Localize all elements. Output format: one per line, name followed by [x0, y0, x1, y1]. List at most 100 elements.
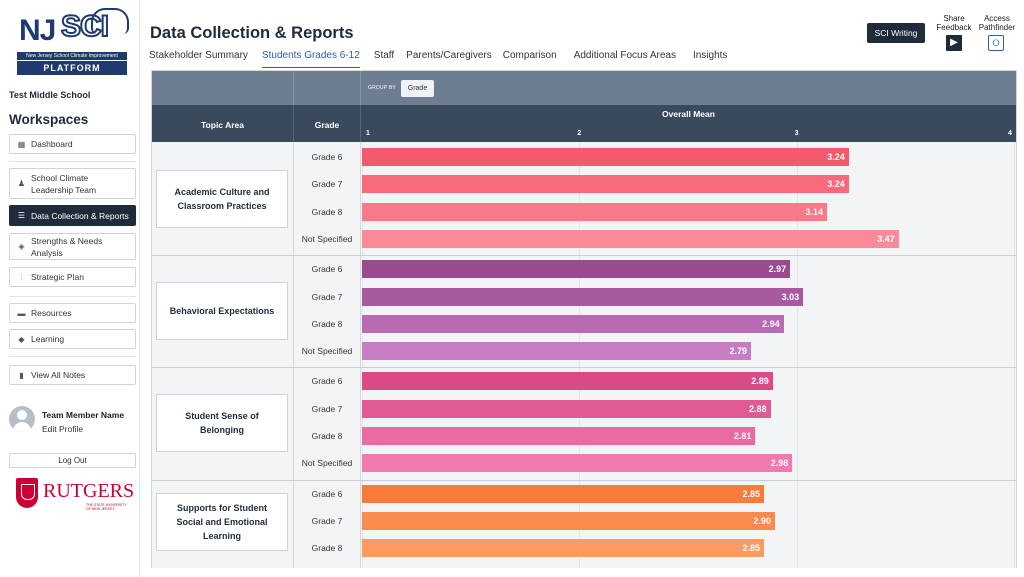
- tab-additional-focus-areas[interactable]: Additional Focus Areas: [573, 50, 676, 61]
- grade-label: Not Specified: [301, 233, 353, 244]
- access-pathfinder-button[interactable]: ⭘: [988, 35, 1004, 51]
- header-divider: [360, 71, 361, 105]
- bar[interactable]: [362, 399, 771, 418]
- access-pathfinder-label: Access Pathfinder: [978, 14, 1016, 32]
- bar-value-label: 2.85: [742, 543, 761, 554]
- topic-area-card[interactable]: Supports for Student Social and Emotiona…: [156, 492, 288, 551]
- page-title: Data Collection & Reports: [150, 24, 354, 42]
- axis-tick-label: 2: [577, 130, 582, 137]
- axis-tick-label: 1: [366, 130, 370, 137]
- tab-staff[interactable]: Staff: [373, 50, 395, 61]
- bar[interactable]: [362, 314, 784, 333]
- reports-icon: ☰: [17, 211, 26, 220]
- avatar[interactable]: [9, 406, 35, 432]
- sidebar-item-learning[interactable]: ◆ Learning: [9, 329, 136, 349]
- member-name: Team Member Name: [42, 410, 125, 420]
- bar[interactable]: [362, 229, 899, 248]
- rutgers-shield-icon: [16, 478, 38, 508]
- sidebar-item-dashboard[interactable]: ▦ Dashboard: [9, 134, 136, 154]
- sidebar-item-label: Dashboard: [31, 139, 73, 149]
- workspaces-heading: Workspaces: [9, 112, 89, 127]
- table-toolbar: GROUP BY Grade: [152, 71, 1016, 105]
- column-header-grade: Grade: [314, 120, 340, 130]
- sci-writing-button[interactable]: SCI Writing: [867, 23, 925, 43]
- sidebar-item-resources[interactable]: ▬ Resources: [9, 303, 136, 323]
- topic-area-card[interactable]: Academic Culture and Classroom Practices: [156, 169, 288, 228]
- team-icon: ♟: [17, 179, 26, 188]
- grade-label: Grade 7: [311, 403, 343, 414]
- topic-area-card[interactable]: Behavioral Expectations: [156, 281, 288, 340]
- bar[interactable]: [362, 539, 765, 558]
- grade-label: Not Specified: [301, 346, 353, 357]
- sidebar-item-label: Data Collection & Reports: [31, 210, 129, 221]
- edit-profile-link[interactable]: Edit Profile: [42, 424, 84, 434]
- section-separator: [152, 479, 1016, 481]
- topic-area-card[interactable]: Student Sense of Belonging: [156, 394, 288, 452]
- plan-icon: ⫶: [20, 272, 23, 282]
- grade-label: Grade 8: [311, 543, 343, 554]
- grade-label: Grade 8: [311, 431, 343, 441]
- group-by-grade-button[interactable]: Grade: [401, 80, 434, 97]
- grade-label: Grade 6: [311, 152, 343, 162]
- sidebar-item-strengths-needs-analysis[interactable]: ◈ Strengths & Needs Analysis: [9, 233, 136, 260]
- column-header-topic: Topic Area: [201, 120, 244, 130]
- grade-label: Grade 7: [311, 515, 343, 526]
- nav-divider: [9, 296, 136, 297]
- sidebar-item-strategic-plan[interactable]: ⫶ Strategic Plan: [9, 267, 136, 287]
- tab-stakeholder-summary[interactable]: Stakeholder Summary: [149, 50, 248, 61]
- results-table: GROUP BY Grade Topic Area Grade Overall …: [151, 70, 1017, 568]
- nj-sci-logo[interactable]: NJ SCI New Jersey School Climate Improve…: [15, 8, 129, 75]
- logo-platform: PLATFORM: [17, 61, 127, 75]
- logo-nj: NJ: [19, 14, 56, 47]
- tab-insights[interactable]: Insights: [692, 50, 728, 61]
- sidebar-item-data-collection-reports[interactable]: ☰ Data Collection & Reports: [9, 205, 136, 226]
- table-header: Topic Area Grade Overall Mean 1 2 3 4: [152, 105, 1016, 142]
- notes-icon: ▮: [19, 370, 24, 380]
- bar-value-label: 2.88: [749, 403, 767, 414]
- dashboard-icon: ▦: [17, 139, 26, 149]
- sidebar-item-view-all-notes[interactable]: ▮ View All Notes: [9, 365, 136, 385]
- nav-divider: [9, 161, 136, 162]
- section-separator: [152, 255, 1016, 257]
- bar[interactable]: [362, 427, 756, 445]
- school-name: Test Middle School: [9, 90, 91, 100]
- layers-icon: ◈: [18, 242, 25, 251]
- bar[interactable]: [362, 372, 773, 391]
- cloud-icon: [91, 8, 129, 34]
- column-header-overall-mean: Overall Mean: [662, 109, 715, 119]
- bar-value-label: 3.14: [805, 206, 824, 217]
- header-divider: [293, 71, 294, 105]
- bar[interactable]: [362, 342, 752, 361]
- bar-value-label: 3.03: [781, 291, 800, 302]
- bar[interactable]: [362, 287, 804, 306]
- tab-parents-caregivers[interactable]: Parents/Caregivers: [406, 50, 492, 61]
- bar[interactable]: [362, 484, 765, 503]
- group-by-label: GROUP BY: [368, 85, 396, 91]
- sidebar-item-label: View All Notes: [31, 370, 86, 380]
- sidebar-item-label: Learning: [31, 334, 65, 344]
- bar[interactable]: [362, 202, 828, 221]
- bar-value-label: 2.97: [768, 264, 787, 275]
- sidebar-item-label: Strategic Plan: [31, 272, 84, 282]
- bar[interactable]: [362, 511, 775, 530]
- sidebar-item-label: School Climate Leadership Team: [31, 172, 97, 195]
- share-feedback-button[interactable]: ▶: [946, 35, 962, 51]
- logout-button[interactable]: Log Out: [9, 453, 136, 468]
- bar[interactable]: [362, 148, 849, 166]
- profile: Team Member Name Edit Profile: [9, 406, 136, 438]
- bar[interactable]: [362, 175, 849, 194]
- sidebar-item-school-climate-leadership-team[interactable]: ♟ School Climate Leadership Team: [9, 168, 136, 199]
- bar[interactable]: [362, 454, 793, 473]
- grade-label: Not Specified: [301, 458, 353, 469]
- axis-tick-label: 3: [794, 130, 799, 137]
- grade-label: Grade 6: [311, 488, 343, 499]
- bar-value-label: 2.79: [729, 346, 748, 357]
- bar-value-label: 3.47: [877, 233, 895, 244]
- rutgers-logo: RUTGERS THE STATE UNIVERSITY OF NEW JERS…: [16, 478, 134, 512]
- bar[interactable]: [362, 260, 791, 279]
- tab-students-grades-6-12[interactable]: Students Grades 6-12: [261, 50, 360, 68]
- axis-tick-label: 4: [1008, 130, 1012, 137]
- tab-comparison[interactable]: Comparison: [502, 50, 557, 61]
- sidebar: NJ SCI New Jersey School Climate Improve…: [0, 0, 140, 577]
